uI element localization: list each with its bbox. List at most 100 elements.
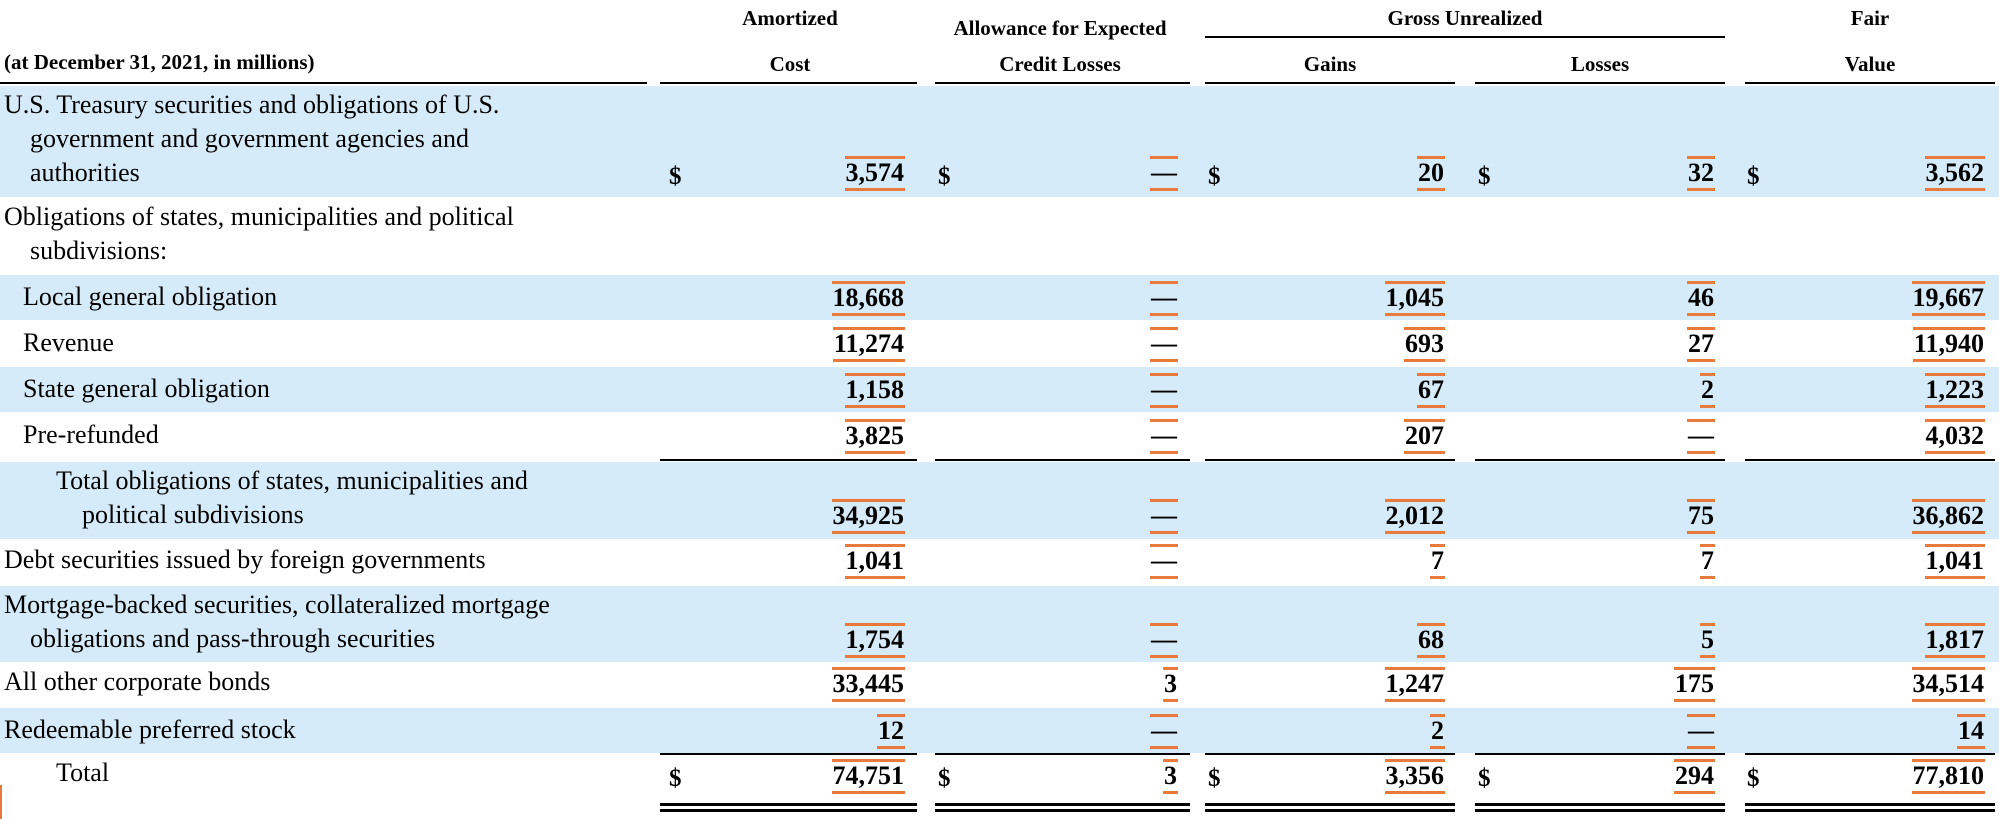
header-rule-allowance (935, 82, 1190, 84)
amortized-cost-cell: 18,668 (700, 281, 905, 316)
row-label-line: U.S. Treasury securities and obligations… (4, 90, 500, 119)
header-rule-losses (1475, 82, 1725, 84)
row-label-line: authorities (30, 158, 140, 187)
table-row-corporate-bonds: All other corporate bonds 33,445 3 1,247… (0, 662, 1999, 708)
amortized-cost-cell: 3,825 (700, 419, 905, 454)
header-amortized-line2: Cost (769, 52, 811, 76)
losses-value: 27 (1687, 327, 1715, 362)
grand-total-double-rule (660, 803, 917, 812)
amortized-cost-value: 74,751 (831, 759, 905, 794)
fair-value-cell: 19,667 (1790, 281, 1985, 316)
allowance-cell: 3 (1000, 759, 1178, 794)
table-row-total: Total $ 74,751 $ 3 $ 3,356 $ 294 $ 77,81… (0, 756, 1999, 806)
subtotal-rule (1745, 459, 1995, 461)
amortized-cost-cell: 3,574 (700, 156, 905, 191)
allowance-cell: — (1000, 373, 1178, 408)
losses-value: 7 (1700, 544, 1715, 579)
amortized-cost-value: 33,445 (831, 667, 905, 702)
header-rule-label (0, 82, 647, 84)
amortized-cost-value: 18,668 (831, 281, 905, 316)
gains-value: 207 (1404, 419, 1445, 454)
dollar-sign: $ (1747, 163, 1760, 190)
row-label: Debt securities issued by foreign govern… (4, 545, 486, 574)
table-row-state-general-obligation: State general obligation 1,158 — 67 2 1,… (0, 367, 1999, 412)
losses-cell: 7 (1520, 544, 1715, 579)
dollar-sign: $ (938, 765, 951, 792)
gains-cell: 3,356 (1250, 759, 1445, 794)
header-allowance-line2: Credit Losses (999, 52, 1121, 76)
losses-cell: 46 (1520, 281, 1715, 316)
header-rule-amortized (660, 82, 917, 84)
row-label-line: Total obligations of states, municipalit… (56, 466, 528, 495)
header-gross-unrealized: Gross Unrealized (1387, 6, 1543, 30)
losses-cell: 5 (1520, 623, 1715, 658)
gains-value: 1,045 (1384, 281, 1445, 316)
fair-value-value: 4,032 (1924, 419, 1985, 454)
fair-value-cell: 1,817 (1790, 623, 1985, 658)
gains-value: 2 (1430, 714, 1445, 749)
allowance-value: 3 (1163, 667, 1178, 702)
amortized-cost-value: 1,754 (844, 623, 905, 658)
subtotal-rule (1475, 459, 1725, 461)
amortized-cost-cell: 1,158 (700, 373, 905, 408)
allowance-value: — (1150, 156, 1178, 191)
row-label: Total (56, 758, 110, 787)
gains-value: 7 (1430, 544, 1445, 579)
losses-value: — (1687, 419, 1715, 454)
gains-cell: 7 (1250, 544, 1445, 579)
gains-value: 67 (1417, 373, 1445, 408)
allowance-value: — (1150, 499, 1178, 534)
row-label-line: political subdivisions (82, 500, 304, 529)
row-label: Redeemable preferred stock (4, 715, 296, 744)
header-fair-line1: Fair (1850, 6, 1890, 30)
subtotal-rule (935, 459, 1190, 461)
amortized-cost-cell: 1,754 (700, 623, 905, 658)
amortized-cost-cell: 12 (700, 714, 905, 749)
fair-value-cell: 3,562 (1790, 156, 1985, 191)
fair-value-value: 14 (1957, 714, 1985, 749)
allowance-value: — (1150, 623, 1178, 658)
amortized-cost-value: 1,158 (844, 373, 905, 408)
allowance-cell: 3 (1000, 667, 1178, 702)
table-row-foreign-governments: Debt securities issued by foreign govern… (0, 539, 1999, 586)
fair-value-value: 1,041 (1924, 544, 1985, 579)
amortized-cost-cell: 11,274 (700, 327, 906, 362)
losses-value: 294 (1674, 759, 1715, 794)
dollar-sign: $ (938, 163, 951, 190)
total-rule (935, 753, 1190, 755)
header-rule-gross-unrealized (1205, 36, 1725, 38)
row-label: State general obligation (23, 374, 270, 403)
total-rule (1205, 753, 1455, 755)
gains-cell: 20 (1250, 156, 1445, 191)
gains-value: 20 (1417, 156, 1445, 191)
header-rule-gains (1205, 82, 1455, 84)
total-rule (1475, 753, 1725, 755)
table-row-redeemable-preferred: Redeemable preferred stock 12 — 2 — 14 (0, 708, 1999, 753)
subtotal-rule (1205, 459, 1455, 461)
dollar-sign: $ (669, 163, 682, 190)
fair-value-cell: 34,514 (1790, 667, 1985, 702)
dollar-sign: $ (1747, 765, 1760, 792)
losses-value: 46 (1687, 281, 1715, 316)
header-fair-line2: Value (1844, 52, 1896, 76)
gains-cell: 2 (1250, 714, 1445, 749)
table-row-mortgage-backed: Mortgage-backed securities, collateraliz… (0, 586, 1999, 662)
grand-total-double-rule (1475, 803, 1725, 812)
fair-value-value: 1,817 (1924, 623, 1985, 658)
allowance-cell: — (1000, 544, 1178, 579)
fair-value-value: 1,223 (1924, 373, 1985, 408)
gains-value: 693 (1404, 327, 1445, 362)
losses-value: 2 (1700, 373, 1715, 408)
table-row-local-general-obligation: Local general obligation 18,668 — 1,045 … (0, 275, 1999, 320)
header-rule-fair (1745, 82, 1995, 84)
losses-cell: 32 (1520, 156, 1715, 191)
fair-value-cell: 77,810 (1790, 759, 1985, 794)
losses-value: 5 (1700, 623, 1715, 658)
gains-cell: 693 (1250, 327, 1445, 362)
amortized-cost-cell: 34,925 (700, 499, 905, 534)
table-row-revenue: Revenue 11,274 — 693 27 11,940 (0, 320, 1999, 367)
fair-value-value: 19,667 (1911, 281, 1985, 316)
losses-cell: 2 (1520, 373, 1715, 408)
header-amortized-line1: Amortized (742, 6, 838, 30)
gains-value: 68 (1417, 623, 1445, 658)
